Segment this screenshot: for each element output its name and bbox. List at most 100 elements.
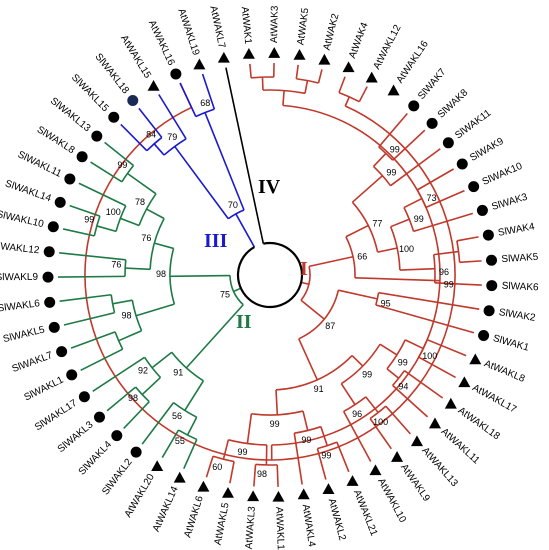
branch bbox=[298, 338, 319, 381]
branch bbox=[204, 112, 245, 211]
triangle-marker-icon bbox=[369, 464, 382, 476]
leaf-label: AtWAKL20 bbox=[123, 472, 157, 520]
branch bbox=[225, 67, 263, 237]
branch bbox=[433, 250, 459, 256]
branch bbox=[340, 383, 356, 406]
branch bbox=[141, 402, 175, 445]
bootstrap-value: 99 bbox=[362, 369, 372, 379]
leaf-label: SlWAKL18 bbox=[92, 52, 131, 97]
branch bbox=[300, 281, 310, 286]
leaf-label: SlWAK1 bbox=[492, 333, 531, 354]
circle-marker-icon bbox=[43, 246, 55, 258]
branch bbox=[425, 189, 465, 209]
triangle-marker-icon bbox=[197, 480, 210, 492]
leaf-label: AtWAKL18 bbox=[456, 405, 502, 442]
branch bbox=[354, 277, 440, 282]
circle-marker-icon bbox=[486, 280, 498, 292]
triangle-marker-icon bbox=[342, 61, 355, 73]
leaf-label: SlWAKL15 bbox=[69, 72, 111, 114]
bootstrap-value: 95 bbox=[381, 298, 391, 308]
branch bbox=[459, 283, 482, 286]
bootstrap-value: 73 bbox=[427, 193, 437, 203]
branch-arc bbox=[93, 215, 101, 237]
branch bbox=[386, 368, 400, 379]
branch bbox=[378, 112, 408, 148]
branch bbox=[169, 274, 231, 278]
clade-label-I: I bbox=[300, 258, 308, 280]
branch bbox=[260, 235, 265, 244]
circle-marker-icon bbox=[44, 296, 56, 308]
leaf-label: AtWAKL15 bbox=[118, 33, 153, 80]
leaf-label: AtWAKL6 bbox=[182, 494, 206, 539]
branch bbox=[377, 247, 398, 253]
leaf-label: SlWAK11 bbox=[453, 107, 493, 141]
circle-marker-icon bbox=[66, 369, 78, 381]
circle-marker-icon bbox=[483, 305, 495, 317]
branch bbox=[229, 461, 235, 484]
bootstrap-value: 100 bbox=[373, 417, 388, 427]
bootstrap-value: 99 bbox=[414, 214, 424, 224]
branch bbox=[78, 182, 127, 207]
leaf-label: AtWAKL4 bbox=[300, 504, 317, 549]
branch bbox=[358, 86, 368, 103]
branch bbox=[96, 225, 117, 233]
leaf-label: SlWAK3 bbox=[490, 192, 529, 213]
bootstrap-value: 68 bbox=[200, 98, 210, 108]
leaf-label: AtWAKL2 bbox=[326, 497, 348, 542]
circle-marker-icon bbox=[111, 430, 123, 442]
leaf-label: SlWAKL8 bbox=[35, 124, 77, 156]
leaf-label: SlWAKL10 bbox=[0, 209, 45, 230]
branch bbox=[275, 389, 279, 415]
branch-arc bbox=[372, 165, 392, 187]
circle-marker-icon bbox=[408, 100, 420, 112]
bootstrap-value: 75 bbox=[220, 289, 230, 299]
branch bbox=[120, 123, 148, 152]
circle-marker-icon bbox=[476, 204, 488, 216]
bootstrap-value: 96 bbox=[352, 409, 362, 419]
bootstrap-value: 99 bbox=[117, 160, 127, 170]
leaf-label: AtWAK2 bbox=[322, 12, 342, 51]
triangle-marker-icon bbox=[151, 460, 164, 471]
bootstrap-value: 99 bbox=[386, 167, 396, 177]
circle-marker-icon bbox=[64, 173, 76, 185]
branch bbox=[317, 69, 323, 84]
branch bbox=[249, 63, 252, 78]
bootstrap-value: 96 bbox=[439, 267, 449, 277]
triangle-marker-icon bbox=[387, 84, 400, 96]
triangle-marker-icon bbox=[365, 71, 378, 83]
branch bbox=[308, 255, 354, 268]
leaf-label: AtWAKL11 bbox=[439, 426, 482, 466]
leaf-label: SlWAKL17 bbox=[33, 398, 80, 434]
bootstrap-value: 77 bbox=[372, 219, 382, 229]
branch bbox=[158, 94, 187, 140]
branch-arc bbox=[298, 290, 340, 340]
leaf-label: SlWAK6 bbox=[501, 281, 539, 294]
circle-marker-icon bbox=[56, 346, 68, 358]
circle-marker-icon bbox=[130, 446, 142, 458]
leaf-label: SlWAK2 bbox=[498, 307, 537, 324]
branch bbox=[80, 348, 123, 372]
branch-arc bbox=[227, 209, 245, 220]
branch-arc bbox=[138, 193, 157, 226]
branch bbox=[58, 275, 126, 278]
branch bbox=[390, 218, 410, 228]
leaf-label: AtWAKL12 bbox=[372, 23, 404, 72]
circle-marker-icon bbox=[482, 229, 494, 241]
branch-arc bbox=[131, 300, 143, 332]
bootstrap-value: 99 bbox=[444, 280, 454, 290]
circle-marker-icon bbox=[127, 94, 139, 106]
branch bbox=[222, 439, 230, 460]
branch-arc bbox=[386, 339, 406, 370]
branch bbox=[369, 418, 392, 450]
bootstrap-value: 100 bbox=[399, 244, 414, 254]
branch bbox=[295, 64, 299, 79]
branch bbox=[413, 212, 474, 233]
leaf-label: SlWAK10 bbox=[481, 161, 525, 188]
bootstrap-value: 99 bbox=[301, 435, 311, 445]
leaf-label: SlWAK5 bbox=[501, 252, 539, 265]
triangle-marker-icon bbox=[322, 483, 335, 494]
circle-marker-icon bbox=[170, 68, 182, 80]
branch bbox=[153, 143, 165, 156]
branch bbox=[126, 172, 157, 195]
